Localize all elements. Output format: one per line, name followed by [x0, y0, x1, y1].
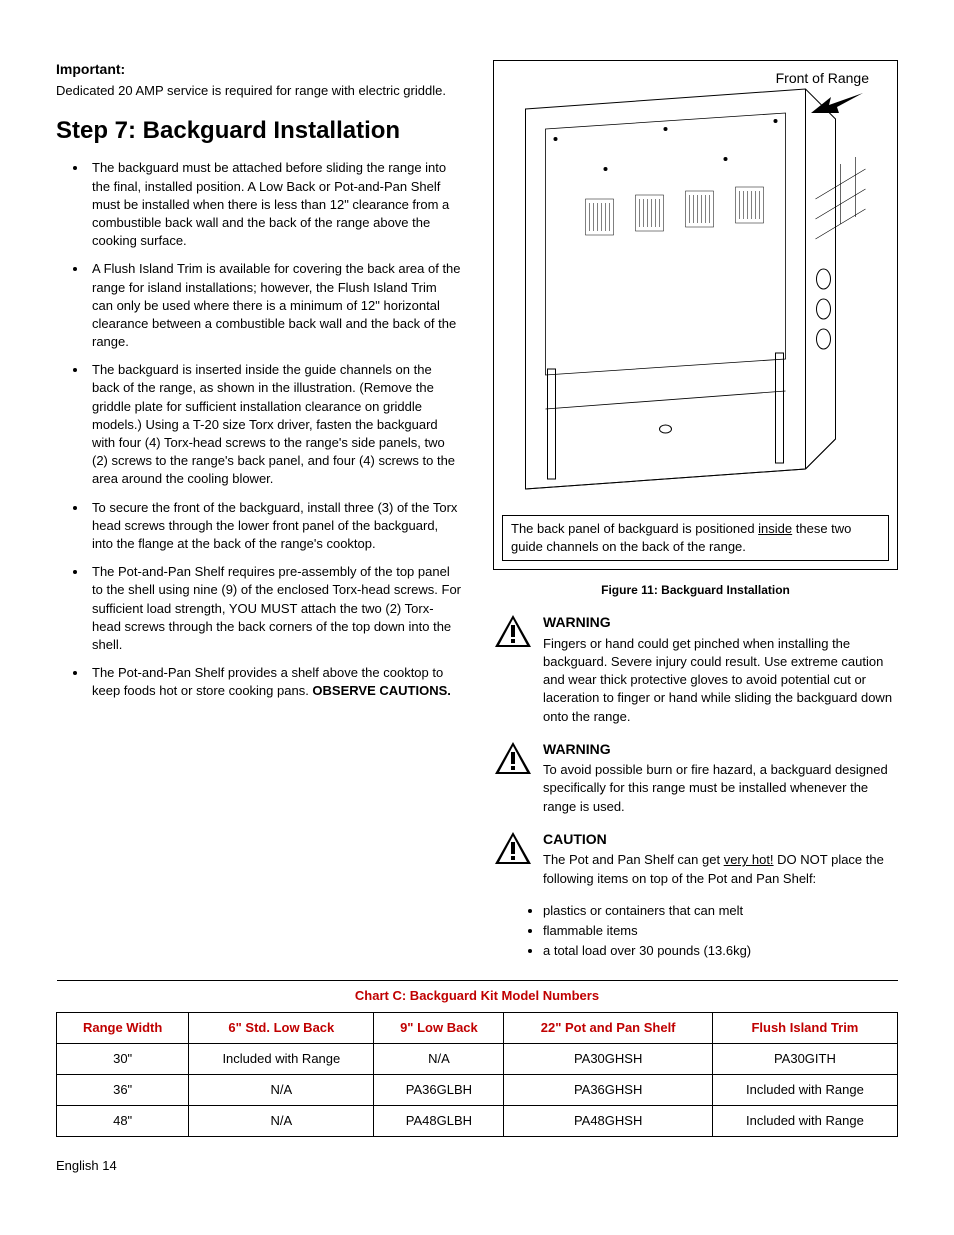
step-bullet-list: The backguard must be attached before sl…	[56, 159, 461, 700]
warning-heading: WARNING	[543, 740, 898, 760]
caution-item-list: plastics or containers that can melt fla…	[493, 902, 898, 961]
chart-header: 22" Pot and Pan Shelf	[504, 1012, 712, 1043]
cell: PA30GHSH	[504, 1043, 712, 1074]
cell: Included with Range	[189, 1043, 374, 1074]
cell: N/A	[189, 1106, 374, 1137]
caution-block: CAUTION The Pot and Pan Shelf can get ve…	[493, 830, 898, 888]
bullet-item: To secure the front of the backguard, in…	[88, 499, 461, 554]
warning-text: To avoid possible burn or fire hazard, a…	[543, 761, 898, 816]
warning-heading: WARNING	[543, 613, 898, 633]
chart-title: Chart C: Backguard Kit Model Numbers	[57, 981, 898, 1012]
cell: PA48GLBH	[374, 1106, 504, 1137]
right-column: Front of Range	[493, 60, 898, 962]
important-text: Dedicated 20 AMP service is required for…	[56, 82, 461, 100]
bullet-item: The backguard must be attached before sl…	[88, 159, 461, 250]
chart-header-row: Range Width 6" Std. Low Back 9" Low Back…	[57, 1012, 898, 1043]
backguard-chart: Chart C: Backguard Kit Model Numbers Ran…	[56, 980, 898, 1137]
cell: PA48GHSH	[504, 1106, 712, 1137]
bullet-item: A Flush Island Trim is available for cov…	[88, 260, 461, 351]
table-row: 48" N/A PA48GLBH PA48GHSH Included with …	[57, 1106, 898, 1137]
warning-icon	[493, 613, 533, 649]
diagram-note: The back panel of backguard is positione…	[502, 515, 889, 561]
caution-list-item: plastics or containers that can melt	[543, 902, 898, 920]
chart-header: Flush Island Trim	[712, 1012, 897, 1043]
cell: N/A	[374, 1043, 504, 1074]
arrow-icon	[809, 91, 865, 126]
warning-icon	[493, 740, 533, 776]
front-of-range-label: Front of Range	[776, 69, 869, 89]
important-heading: Important:	[56, 60, 461, 80]
table-row: 30" Included with Range N/A PA30GHSH PA3…	[57, 1043, 898, 1074]
warning-text: Fingers or hand could get pinched when i…	[543, 635, 898, 726]
figure-box: Front of Range	[493, 60, 898, 570]
page-footer: English 14	[56, 1157, 898, 1175]
figure-caption: Figure 11: Backguard Installation	[493, 582, 898, 599]
chart-header: 9" Low Back	[374, 1012, 504, 1043]
chart-header: 6" Std. Low Back	[189, 1012, 374, 1043]
range-diagram-svg	[502, 69, 889, 509]
backguard-diagram: Front of Range	[502, 69, 889, 509]
cell: 48"	[57, 1106, 189, 1137]
cell: PA36GHSH	[504, 1074, 712, 1105]
warning-block-1: WARNING Fingers or hand could get pinche…	[493, 613, 898, 726]
cell: 30"	[57, 1043, 189, 1074]
table-row: 36" N/A PA36GLBH PA36GHSH Included with …	[57, 1074, 898, 1105]
caution-text: The Pot and Pan Shelf can get very hot! …	[543, 851, 898, 887]
warning-block-2: WARNING To avoid possible burn or fire h…	[493, 740, 898, 816]
cell: Included with Range	[712, 1106, 897, 1137]
observe-cautions: OBSERVE CAUTIONS.	[312, 683, 450, 698]
bullet-item: The Pot-and-Pan Shelf provides a shelf a…	[88, 664, 461, 700]
cell: N/A	[189, 1074, 374, 1105]
warning-icon	[493, 830, 533, 866]
note-underlined: inside	[758, 521, 792, 536]
left-column: Important: Dedicated 20 AMP service is r…	[56, 60, 461, 962]
cell: PA36GLBH	[374, 1074, 504, 1105]
caution-heading: CAUTION	[543, 830, 898, 850]
caution-list-item: a total load over 30 pounds (13.6kg)	[543, 942, 898, 960]
caution-pre: The Pot and Pan Shelf can get	[543, 852, 724, 867]
caution-under: very hot!	[724, 852, 774, 867]
bullet-item: The Pot-and-Pan Shelf requires pre-assem…	[88, 563, 461, 654]
cell: 36"	[57, 1074, 189, 1105]
cell: Included with Range	[712, 1074, 897, 1105]
cell: PA30GITH	[712, 1043, 897, 1074]
caution-list-item: flammable items	[543, 922, 898, 940]
bullet-item: The backguard is inserted inside the gui…	[88, 361, 461, 488]
note-pre: The back panel of backguard is positione…	[511, 521, 758, 536]
chart-header: Range Width	[57, 1012, 189, 1043]
step-title: Step 7: Backguard Installation	[56, 114, 461, 148]
